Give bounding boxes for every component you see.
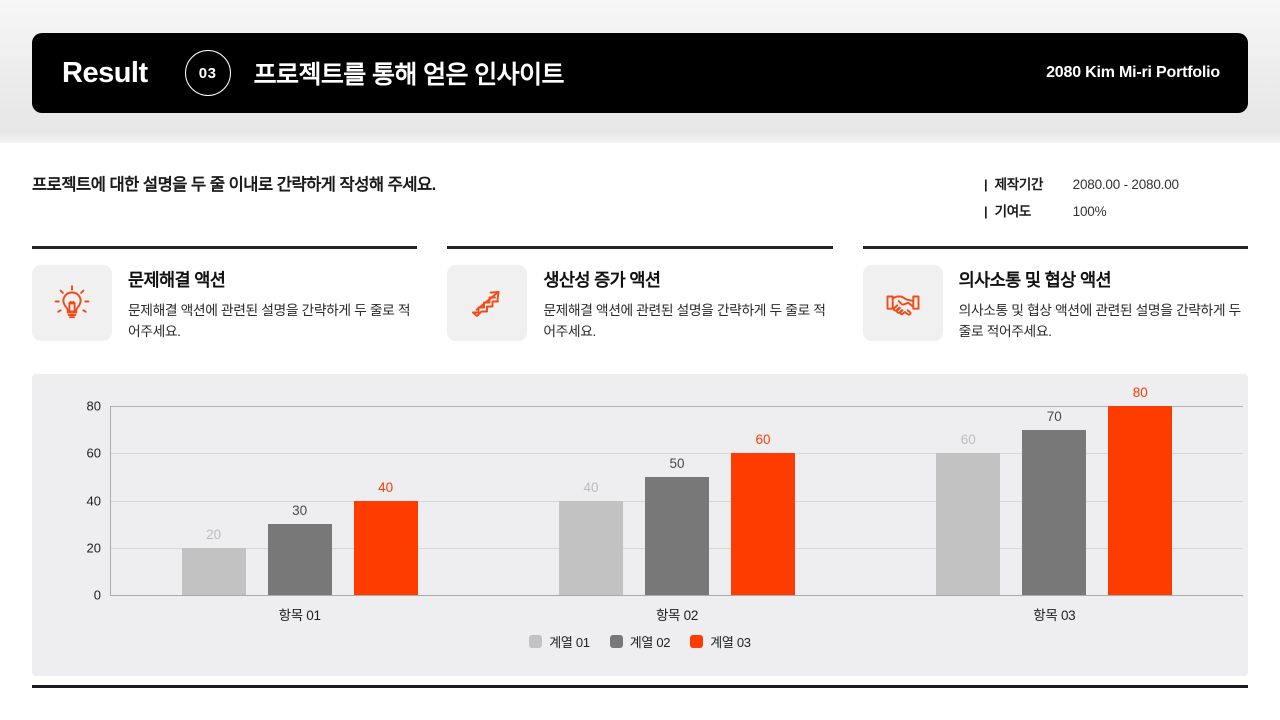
slide-bottom-rule [32,685,1248,688]
meta-label-contribution: 기여도 [994,204,1032,219]
chart-bars: 20 30 40 [111,406,488,595]
x-axis-category-label: 항목 03 [1033,608,1076,623]
chart-bar-wrapper[interactable]: 60 [936,406,1001,595]
chart-bar[interactable] [644,476,709,595]
header-section-number: 03 [184,50,231,96]
chart-bar[interactable] [353,500,418,595]
bar-value-label: 80 [1132,385,1148,400]
chart-bar-wrapper[interactable]: 80 [1108,385,1173,595]
feature-card-productivity: 생산성 증가 액션 문제해결 액션에 관련된 설명을 간략하게 두 줄로 적어주… [447,246,833,342]
feature-cards: 문제해결 액션 문제해결 액션에 관련된 설명을 간략하게 두 줄로 적어주세요… [32,246,1248,342]
bar-value-label: 50 [669,455,685,471]
legend-label: 계열 03 [710,635,751,650]
header-brand-label: 2080 Kim Mi-ri Portfolio [1046,64,1220,81]
card-title: 생산성 증가 액션 [543,269,661,290]
chart-bars: 40 50 60 [488,406,865,595]
card-description: 의사소통 및 협상 액션에 관련된 설명을 간략하게 두 줄로 적어주세요. [958,302,1242,339]
meta-row-contribution: | 기여도 100% [984,200,1248,220]
bar-value-label: 70 [1046,408,1062,424]
card-top-rule [32,246,418,249]
meta-row-period: | 제작기간 2080.00 - 2080.00 [984,173,1248,193]
handshake-icon [862,264,943,341]
y-axis-tick-label: 40 [86,493,101,508]
chart-bar[interactable] [1108,406,1173,595]
legend-item[interactable]: 계열 01 [529,632,590,651]
legend-item[interactable]: 계열 02 [609,632,671,651]
card-top-rule [862,246,1248,249]
card-description: 문제해결 액션에 관련된 설명을 간략하게 두 줄로 적어주세요. [543,302,826,339]
project-meta: | 제작기간 2080.00 - 2080.00 | 기여도 100% [984,173,1248,227]
chart-bar-wrapper[interactable]: 50 [644,406,709,595]
header-result-label: Result [62,56,148,89]
upward-stairs-arrow-icon [447,264,528,341]
x-axis-category-label: 항목 02 [655,608,699,623]
bar-chart-panel: 0 20 40 60 80 20 30 40 항목 01 40 50 60 항목 02 60 70 80 항목… [32,374,1248,676]
lightbulb-icon [32,264,112,341]
legend-label: 계열 01 [549,635,590,650]
chart-bar[interactable] [558,500,623,595]
meta-label-period: 제작기간 [994,177,1044,192]
chart-bar-wrapper[interactable]: 40 [353,406,418,595]
meta-bullet-icon: | [984,177,988,192]
chart-bar[interactable] [730,453,795,595]
page-title: 프로젝트를 통해 얻은 인사이트 [253,61,565,89]
meta-value-period: 2080.00 - 2080.00 [1072,177,1179,192]
x-axis-category-label: 항목 01 [278,608,321,623]
y-axis-tick-label: 80 [86,398,101,414]
bar-value-label: 60 [960,432,976,448]
y-axis-tick-label: 60 [86,445,101,461]
card-description: 문제해결 액션에 관련된 설명을 간략하게 두 줄로 적어주세요. [128,302,411,339]
card-title: 의사소통 및 협상 액션 [958,269,1112,290]
chart-bar[interactable] [181,547,246,595]
chart-bar-wrapper[interactable]: 20 [181,406,246,595]
bar-value-label: 60 [755,432,771,448]
chart-bar-group: 20 30 40 항목 01 [111,406,488,623]
chart-bar-group: 40 50 60 항목 02 [488,406,865,623]
project-description: 프로젝트에 대한 설명을 두 줄 이내로 간략하게 작성해 주세요. [32,176,436,194]
chart-bar[interactable] [267,524,332,595]
chart-bar[interactable] [936,453,1001,595]
legend-swatch [609,635,623,648]
chart-bar-group: 60 70 80 항목 03 [866,385,1243,623]
gridline [111,453,1243,455]
y-axis-tick-label: 0 [93,587,101,603]
meta-value-contribution: 100% [1072,204,1107,219]
chart-bar-groups: 20 30 40 항목 01 40 50 60 항목 02 60 70 80 항목 03 [111,385,1243,623]
gridline [111,406,1243,407]
bar-value-label: 30 [292,503,308,519]
feature-card-problem-solving: 문제해결 액션 문제해결 액션에 관련된 설명을 간략하게 두 줄로 적어주세요… [32,246,418,342]
card-top-rule [447,246,833,249]
chart-bar-wrapper[interactable]: 60 [730,406,795,595]
chart-bar[interactable] [1022,429,1087,595]
legend-item[interactable]: 계열 03 [690,632,751,651]
bar-value-label: 40 [378,479,394,495]
chart-bars: 60 70 80 [866,385,1243,595]
legend-swatch [690,635,704,648]
chart-legend: 계열 01 계열 02 계열 03 [32,632,1248,651]
legend-swatch [529,635,543,648]
card-title: 문제해결 액션 [128,269,226,290]
chart-plot-area: 0 20 40 60 80 20 30 40 항목 01 40 50 60 항목 02 60 70 80 항목… [87,385,1243,623]
bar-value-label: 20 [206,526,222,542]
slide-header-bar: Result 03 프로젝트를 통해 얻은 인사이트 2080 Kim Mi-r… [32,33,1248,113]
chart-bar-wrapper[interactable]: 40 [558,406,623,595]
legend-label: 계열 02 [629,635,671,650]
feature-card-communication: 의사소통 및 협상 액션 의사소통 및 협상 액션에 관련된 설명을 간략하게 … [862,246,1248,342]
chart-bar-wrapper[interactable]: 30 [267,406,332,595]
meta-bullet-icon: | [984,204,988,219]
y-axis-tick-label: 20 [86,540,101,556]
bar-value-label: 40 [583,479,599,495]
chart-bar-wrapper[interactable]: 70 [1022,406,1087,595]
